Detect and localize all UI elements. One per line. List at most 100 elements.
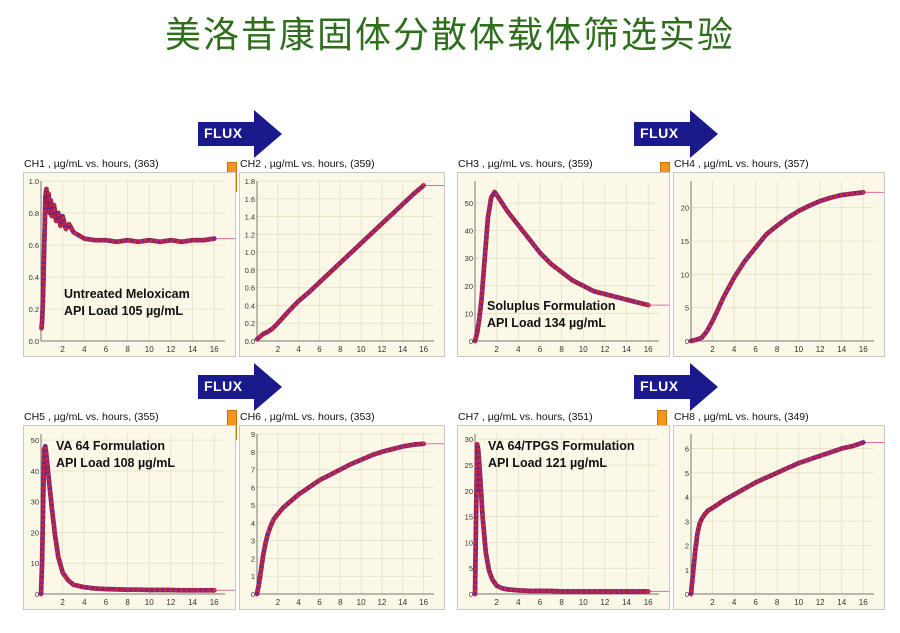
y-tick-label: 0 bbox=[469, 590, 473, 599]
y-tick-label: 25 bbox=[465, 461, 473, 470]
x-tick-label: 14 bbox=[188, 598, 197, 607]
y-tick-label: 50 bbox=[465, 199, 473, 208]
flux-arrow-2: FLUX bbox=[634, 110, 718, 158]
plot-area: 2 4 6 8 10 12 14 16 0 5 10 15 20 bbox=[673, 172, 885, 357]
flux-arrow-4: FLUX bbox=[634, 363, 718, 411]
data-point bbox=[645, 588, 651, 594]
x-tick-label: 8 bbox=[559, 598, 564, 607]
x-tick-label: 16 bbox=[419, 598, 428, 607]
y-tick-label: 15 bbox=[681, 237, 689, 246]
y-tick-label: 9 bbox=[251, 430, 255, 439]
x-tick-label: 10 bbox=[357, 598, 366, 607]
y-tick-label: 1.4 bbox=[245, 213, 255, 222]
y-tick-label: 20 bbox=[465, 282, 473, 291]
y-tick-label: 30 bbox=[465, 435, 473, 444]
x-tick-label: 2 bbox=[276, 598, 281, 607]
y-tick-label: 4 bbox=[251, 519, 255, 528]
chart-title: CH7 , µg/mL vs. hours, (351) bbox=[458, 411, 593, 423]
annotation-line-1: VA 64/TPGS Formulation bbox=[488, 439, 635, 453]
x-tick-label: 10 bbox=[357, 345, 366, 354]
flux-arrow-shape bbox=[634, 110, 718, 158]
y-tick-label: 0.6 bbox=[245, 284, 255, 293]
data-point bbox=[860, 189, 866, 195]
x-tick-label: 16 bbox=[859, 345, 868, 354]
x-tick-label: 14 bbox=[837, 345, 846, 354]
x-tick-label: 6 bbox=[753, 598, 758, 607]
x-tick-label: 4 bbox=[732, 345, 737, 354]
y-tick-label: 1.0 bbox=[245, 248, 255, 257]
x-tick-label: 10 bbox=[579, 345, 588, 354]
y-tick-label: 0.2 bbox=[245, 319, 255, 328]
chart-title: CH5 , µg/mL vs. hours, (355) bbox=[24, 411, 159, 423]
flux-label: FLUX bbox=[640, 378, 679, 394]
y-tick-label: 5 bbox=[685, 304, 689, 313]
y-tick-label: 40 bbox=[31, 467, 39, 476]
y-tick-label: 2 bbox=[685, 542, 689, 551]
x-tick-label: 16 bbox=[210, 345, 219, 354]
x-tick-label: 4 bbox=[516, 345, 521, 354]
y-tick-label: 10 bbox=[681, 270, 689, 279]
chart-title: CH4 , µg/mL vs. hours, (357) bbox=[674, 158, 809, 170]
plot-svg: 2 4 6 8 10 12 14 16 0 10 20 30 40 50 bbox=[465, 181, 669, 354]
x-tick-label: 2 bbox=[60, 598, 65, 607]
y-tick-label: 10 bbox=[465, 309, 473, 318]
y-tick-label: 3 bbox=[251, 537, 255, 546]
x-tick-label: 2 bbox=[710, 598, 715, 607]
y-tick-label: 40 bbox=[465, 227, 473, 236]
y-tick-label: 5 bbox=[469, 564, 473, 573]
x-tick-label: 16 bbox=[419, 345, 428, 354]
data-point bbox=[211, 236, 217, 241]
y-tick-label: 0 bbox=[35, 590, 39, 599]
y-tick-label: 50 bbox=[31, 436, 39, 445]
x-tick-label: 4 bbox=[732, 598, 737, 607]
y-tick-label: 4 bbox=[685, 493, 689, 502]
y-tick-label: 0.0 bbox=[245, 337, 255, 346]
x-tick-label: 2 bbox=[710, 345, 715, 354]
x-tick-label: 8 bbox=[125, 598, 130, 607]
chart-title: CH8 , µg/mL vs. hours, (349) bbox=[674, 411, 809, 423]
x-tick-label: 12 bbox=[166, 598, 175, 607]
flux-arrow-3: FLUX bbox=[198, 363, 282, 411]
plot-area: 2 4 6 8 10 12 14 16 0.0 0.2 0.4 0.6 0.8 1.0 1.2 1.4 1.6 1… bbox=[239, 172, 445, 357]
x-tick-label: 10 bbox=[145, 598, 154, 607]
x-tick-label: 6 bbox=[317, 345, 322, 354]
x-tick-label: 14 bbox=[837, 598, 846, 607]
x-tick-label: 2 bbox=[494, 598, 499, 607]
y-tick-label: 1.2 bbox=[245, 230, 255, 239]
x-tick-label: 14 bbox=[622, 345, 631, 354]
x-tick-label: 16 bbox=[644, 345, 653, 354]
y-tick-label: 0.6 bbox=[29, 241, 39, 250]
x-tick-label: 8 bbox=[559, 345, 564, 354]
x-tick-label: 12 bbox=[816, 345, 825, 354]
y-tick-label: 3 bbox=[685, 517, 689, 526]
y-tick-label: 30 bbox=[465, 254, 473, 263]
plot-area: 2 4 6 8 10 12 14 16 0 1 2 3 4 5 6 bbox=[673, 425, 885, 610]
annotation-line-2: API Load 108 µg/mL bbox=[56, 456, 176, 470]
x-tick-label: 6 bbox=[104, 598, 109, 607]
plot-area: 2 4 6 8 10 12 14 16 0 10 20 30 40 50 bbox=[457, 172, 670, 357]
flux-arrow-shape bbox=[198, 363, 282, 411]
flux-arrow-1: FLUX bbox=[198, 110, 282, 158]
annotation-line-2: API Load 105 µg/mL bbox=[64, 304, 184, 318]
y-tick-label: 1.6 bbox=[245, 195, 255, 204]
y-tick-label: 0.8 bbox=[29, 209, 39, 218]
x-tick-label: 10 bbox=[794, 598, 803, 607]
annotation-line-2: API Load 121 µg/mL bbox=[488, 456, 608, 470]
x-tick-label: 16 bbox=[644, 598, 653, 607]
y-tick-label: 5 bbox=[685, 469, 689, 478]
y-tick-label: 0.8 bbox=[245, 266, 255, 275]
x-tick-label: 16 bbox=[210, 598, 219, 607]
x-tick-label: 8 bbox=[125, 345, 130, 354]
y-tick-label: 6 bbox=[251, 483, 255, 492]
data-point bbox=[645, 302, 651, 308]
annotation: Untreated Meloxicam API Load 105 µg/mL bbox=[64, 286, 190, 320]
flux-label: FLUX bbox=[640, 125, 679, 141]
y-tick-label: 0.4 bbox=[245, 301, 255, 310]
flux-arrow-shape bbox=[198, 110, 282, 158]
chart-title: CH3 , µg/mL vs. hours, (359) bbox=[458, 158, 593, 170]
y-tick-label: 1.8 bbox=[245, 177, 255, 186]
annotation-line-2: API Load 134 µg/mL bbox=[487, 316, 607, 330]
plot-svg: 2 4 6 8 10 12 14 16 0 5 10 15 20 bbox=[681, 181, 884, 354]
y-tick-label: 0.2 bbox=[29, 305, 39, 314]
